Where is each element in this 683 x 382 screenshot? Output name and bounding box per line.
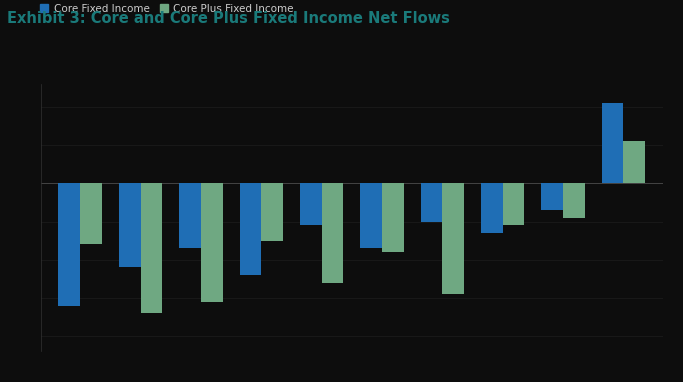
Bar (624, 141, 645, 183)
Bar (503, 183, 525, 225)
Bar (261, 183, 283, 241)
Bar (421, 183, 443, 222)
Bar (602, 103, 624, 183)
Bar (563, 183, 585, 218)
Bar (141, 183, 163, 313)
Bar (360, 183, 382, 248)
Bar (179, 183, 201, 248)
Bar (382, 183, 404, 252)
Bar (119, 183, 141, 267)
Bar (300, 183, 322, 225)
Bar (59, 183, 80, 306)
Bar (201, 183, 223, 302)
Bar (322, 183, 344, 283)
Bar (80, 183, 102, 244)
Legend: Core Fixed Income, Core Plus Fixed Income: Core Fixed Income, Core Plus Fixed Incom… (40, 4, 294, 14)
Bar (481, 183, 503, 233)
Bar (541, 183, 563, 210)
Text: Exhibit 3: Core and Core Plus Fixed Income Net Flows: Exhibit 3: Core and Core Plus Fixed Inco… (7, 11, 449, 26)
Bar (443, 183, 464, 294)
Bar (240, 183, 261, 275)
